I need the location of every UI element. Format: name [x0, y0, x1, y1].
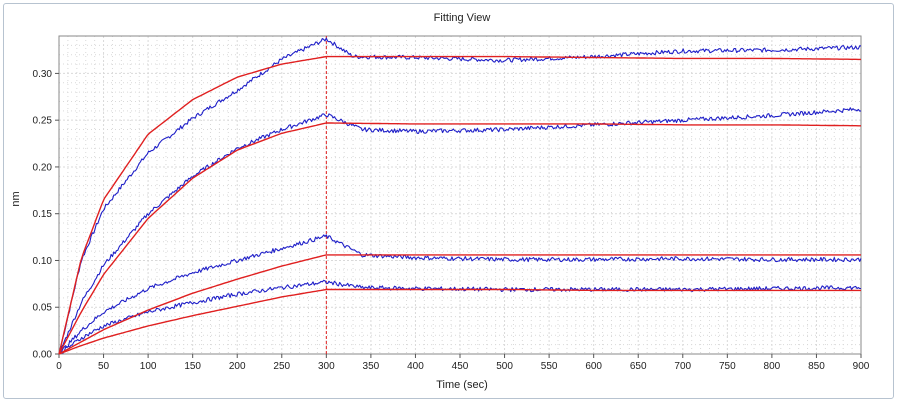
y-tick-label: 0.25 [33, 116, 53, 127]
x-tick-label: 450 [452, 361, 469, 372]
x-tick-label: 600 [585, 361, 602, 372]
measured-curve [58, 279, 861, 355]
y-tick-label: 0.15 [33, 209, 53, 220]
measured-curve [58, 107, 862, 355]
y-tick-label: 0.00 [33, 350, 53, 361]
measured-curve [58, 37, 862, 355]
fit-curve [58, 122, 861, 355]
x-tick-label: 150 [184, 361, 201, 372]
x-tick-label: 750 [719, 361, 736, 372]
x-tick-label: 850 [808, 361, 825, 372]
x-tick-label: 900 [853, 361, 870, 372]
x-tick-label: 500 [496, 361, 513, 372]
x-tick-label: 800 [764, 361, 781, 372]
y-tick-label: 0.05 [33, 303, 53, 314]
y-tick-label: 0.30 [33, 69, 53, 80]
x-tick-label: 700 [674, 361, 691, 372]
x-tick-label: 300 [318, 361, 335, 372]
x-axis-title: Time (sec) [436, 379, 488, 391]
x-tick-label: 400 [407, 361, 424, 372]
x-tick-label: 50 [98, 361, 110, 372]
y-tick-label: 0.10 [33, 256, 53, 267]
x-tick-label: 350 [363, 361, 380, 372]
grid-lines [58, 35, 862, 355]
x-tick-label: 250 [273, 361, 290, 372]
x-tick-label: 200 [229, 361, 246, 372]
fit-curve [58, 288, 861, 355]
x-axis: 0 50 100 150 200 250 300 350 400 450 500 550 600 650 7… [56, 354, 870, 372]
series-layer [58, 37, 862, 355]
fitting-chart: Fitting View 0.00 0.05 0.10 0.15 0.20 0.25 0.3… [10, 12, 870, 391]
y-axis: 0.00 0.05 0.10 0.15 0.20 0.25 0.30 [33, 69, 59, 361]
x-tick-label: 0 [56, 361, 62, 372]
x-tick-label: 650 [630, 361, 647, 372]
fit-curve [58, 254, 861, 355]
fitting-view-panel: Fitting View 0.00 0.05 0.10 0.15 0.20 0.25 0.3… [3, 3, 894, 399]
y-tick-label: 0.20 [33, 162, 53, 173]
x-tick-label: 550 [541, 361, 558, 372]
measured-curve [58, 234, 862, 355]
x-tick-label: 100 [140, 361, 157, 372]
chart-title: Fitting View [434, 12, 491, 24]
y-axis-title: nm [10, 191, 22, 206]
fit-curve [58, 55, 861, 355]
